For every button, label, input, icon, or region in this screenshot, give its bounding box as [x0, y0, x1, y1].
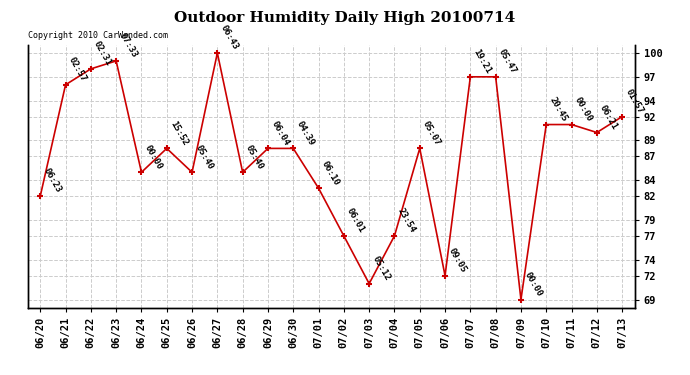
Text: 00:00: 00:00: [143, 143, 164, 171]
Text: 02:31: 02:31: [92, 40, 113, 68]
Text: 00:00: 00:00: [522, 270, 544, 298]
Text: Outdoor Humidity Daily High 20100714: Outdoor Humidity Daily High 20100714: [175, 11, 515, 25]
Text: 19:21: 19:21: [472, 48, 493, 75]
Text: 05:47: 05:47: [497, 48, 518, 75]
Text: 06:23: 06:23: [41, 167, 63, 195]
Text: 06:10: 06:10: [320, 159, 341, 187]
Text: 05:40: 05:40: [244, 143, 265, 171]
Text: 06:01: 06:01: [345, 207, 366, 234]
Text: 15:52: 15:52: [168, 119, 189, 147]
Text: 23:54: 23:54: [396, 207, 417, 234]
Text: 09:05: 09:05: [446, 246, 468, 274]
Text: Copyright 2010 CarWended.com: Copyright 2010 CarWended.com: [28, 31, 168, 40]
Text: 06:04: 06:04: [269, 119, 290, 147]
Text: 05:07: 05:07: [421, 119, 442, 147]
Text: 06:43: 06:43: [219, 24, 240, 52]
Text: 05:40: 05:40: [193, 143, 215, 171]
Text: 20:45: 20:45: [548, 95, 569, 123]
Text: 05:12: 05:12: [371, 255, 392, 282]
Text: 04:39: 04:39: [295, 119, 316, 147]
Text: 07:33: 07:33: [117, 32, 139, 60]
Text: 01:57: 01:57: [624, 87, 644, 115]
Text: 06:21: 06:21: [598, 104, 620, 131]
Text: 00:00: 00:00: [573, 95, 594, 123]
Text: 02:57: 02:57: [67, 56, 88, 83]
